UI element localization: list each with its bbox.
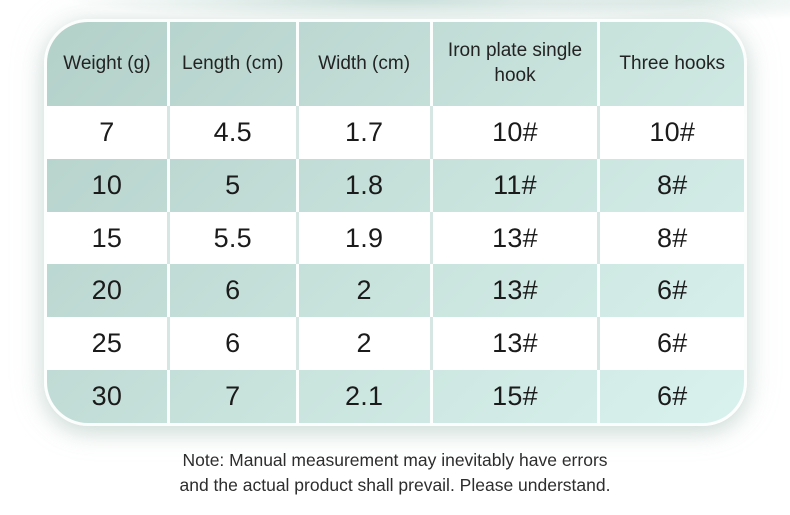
table-row: 15 5.5 1.9 13# 8# [47,211,744,265]
table-cell: 2.1 [295,370,432,423]
column-header: Width (cm) [295,22,432,106]
spec-table-card: Weight (g) Length (cm) Width (cm) Iron plat… [44,19,747,426]
table-cell: 10# [597,106,744,159]
spec-table: Weight (g) Length (cm) Width (cm) Iron plat… [47,22,744,423]
table-cell: 1.9 [295,211,432,265]
column-header: Weight (g) [63,52,151,74]
column-header: Length (cm) [166,22,298,106]
measurement-note: Note: Manual measurement may inevitably … [0,448,790,498]
table-cell: 6 [166,264,298,318]
table-row: 25 6 2 13# 6# [47,317,744,371]
table-cell: 8# [597,211,744,265]
table-cell: 2 [295,317,432,371]
table-cell: 1.7 [295,106,432,159]
table-cell: 6# [597,317,744,371]
note-line-2: and the actual product shall prevail. Pl… [179,474,611,495]
table-body: 7 4.5 1.7 10# 10# 10 5 1.8 11# 8# 15 5.5 1.9 13# 8# 20 6… [47,106,744,423]
table-cell: 8# [597,158,744,212]
table-cell: 13# [429,211,599,265]
table-cell: 15 [47,211,169,265]
table-cell: 5.5 [166,211,298,265]
table-cell: 6# [597,370,744,423]
table-cell: 2 [295,264,432,318]
table-cell: 13# [429,264,599,318]
header-row: Weight (g) Length (cm) Width (cm) Iron plat… [47,22,744,106]
table-cell: 30 [91,381,123,412]
table-cell: 4.5 [166,106,298,159]
table-row: 20 6 2 13# 6# [47,264,744,318]
table-row: 7 4.5 1.7 10# 10# [47,106,744,159]
column-header: Three hooks [597,22,744,106]
table-cell: 10 [91,169,123,200]
table-cell: 5 [166,158,298,212]
note-line-1: Note: Manual measurement may inevitably … [182,450,608,470]
column-header: Iron plate single hook [429,22,599,106]
table-cell: 7 [47,106,169,159]
table-row: 30 7 2.1 15# 6# [47,370,744,423]
table-cell: 7 [166,370,298,423]
table-cell: 6 [166,317,298,371]
table-cell: 20 [91,275,123,306]
table-cell: 13# [429,317,599,371]
table-cell: 6# [597,264,744,318]
table-cell: 10# [429,106,599,159]
table-cell: 11# [429,158,599,212]
table-cell: 15# [429,370,599,423]
table-cell: 1.8 [295,158,432,212]
table-cell: 25 [47,317,169,371]
table-row: 10 5 1.8 11# 8# [47,158,744,212]
